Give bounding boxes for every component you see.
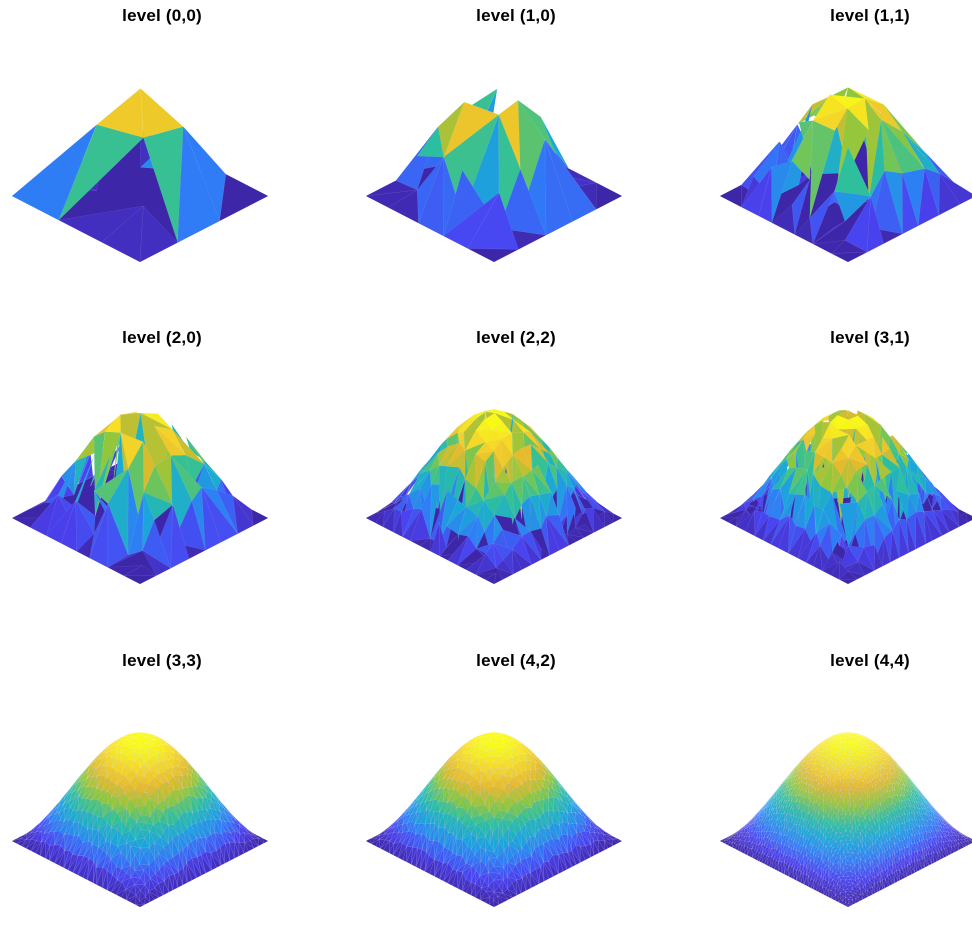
figure: level (0,0)level (1,0)level (1,1)level (… (0, 0, 972, 919)
surface-panel-2-2: level (2,2) (354, 322, 678, 628)
surface-panel-4-4: level (4,4) (708, 645, 972, 951)
surface-panel-2-0: level (2,0) (0, 322, 324, 628)
surface-plot (354, 0, 678, 280)
surface-plot (708, 645, 972, 925)
surface-panel-3-3: level (3,3) (0, 645, 324, 951)
surface-facet (613, 514, 622, 523)
surface-panel-1-0: level (1,0) (354, 0, 678, 306)
surface-plot (708, 0, 972, 280)
surface-plot (354, 645, 678, 925)
surface-facet (468, 249, 519, 263)
surface-facet (839, 579, 857, 584)
surface-facet (220, 174, 268, 221)
surface-panel-1-1: level (1,1) (708, 0, 972, 306)
surface-panel-4-2: level (4,2) (354, 645, 678, 951)
surface-plot (708, 322, 972, 602)
surface-facet (136, 905, 145, 907)
surface-facet (596, 183, 622, 210)
surface-facet (366, 839, 371, 844)
surface-facet (252, 510, 268, 526)
surface-facet (105, 415, 121, 433)
surface-plot (0, 645, 324, 925)
surface-plot (0, 0, 324, 280)
surface-panel-0-0: level (0,0) (0, 0, 324, 306)
surface-facet (263, 838, 268, 843)
surface-facet (124, 576, 156, 584)
surface-plot (0, 322, 324, 602)
surface-panel-3-1: level (3,1) (708, 322, 972, 628)
surface-plot (354, 322, 678, 602)
surface-facet (832, 252, 868, 262)
surface-facet (720, 185, 741, 207)
